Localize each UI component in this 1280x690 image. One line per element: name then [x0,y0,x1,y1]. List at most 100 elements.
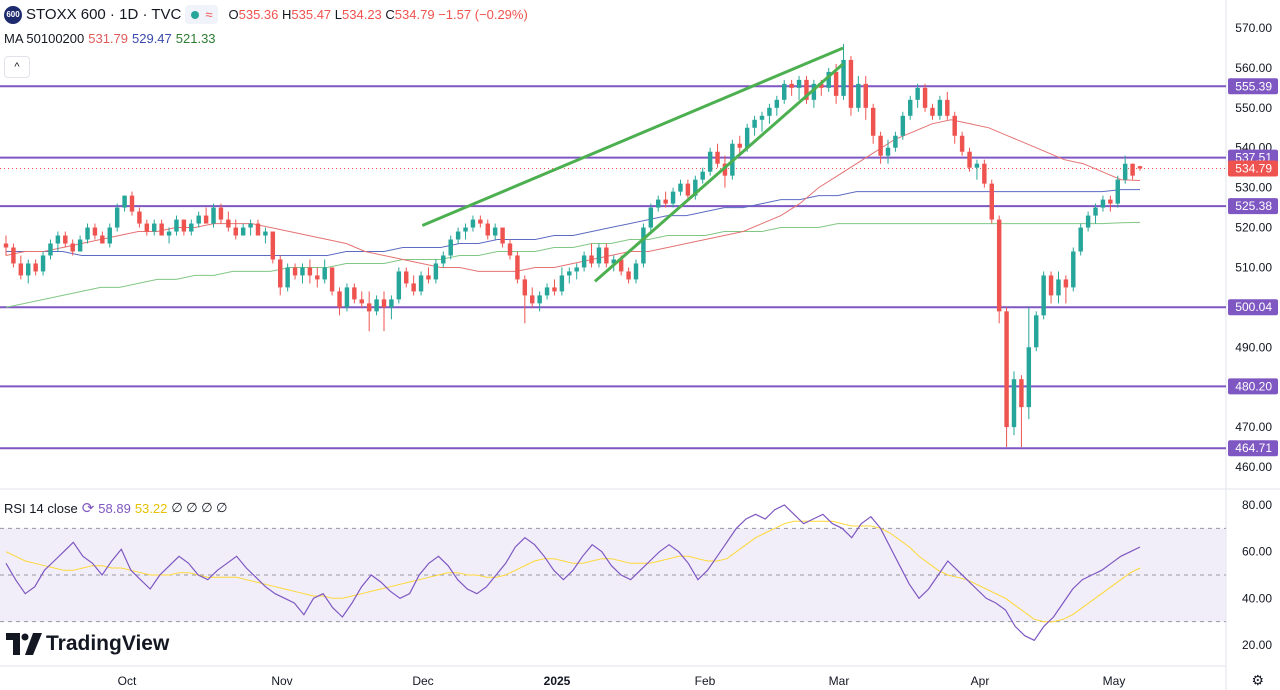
candle-body [1093,207,1098,216]
candle-body [767,107,772,116]
candle-body [389,299,394,308]
settings-gear-icon[interactable]: ⚙ [1251,672,1264,688]
candle-body [152,223,157,232]
candle-body [315,275,320,280]
candle-body [596,247,602,264]
candle-body [930,107,935,116]
rsi-legend[interactable]: RSI 14 close ⟳ 58.89 53.22 ∅ ∅ ∅ ∅ [4,499,228,517]
chevron-up-icon: ^ [14,61,20,73]
candle-body [759,115,765,120]
candle-body [804,79,809,100]
candle-body [507,243,513,256]
candle-body [989,183,994,220]
level-label-bg [1228,299,1278,316]
candle-body [856,83,861,108]
candle-body [329,267,335,292]
candle-body [1071,251,1076,288]
candle-body [774,99,780,108]
time-tick-label: Oct [118,674,137,688]
candle-body [885,147,891,156]
candle-body [1034,315,1039,348]
candle-body [218,207,224,220]
candle-body [114,207,120,228]
candle-body [789,83,794,88]
candle-body [77,239,83,252]
time-tick-label: 2025 [544,674,571,688]
candle-body [982,163,987,184]
candle-body [863,83,868,108]
change-value: −1.57 (−0.29%) [438,7,528,22]
level-label-bg [1228,440,1278,457]
candle-body [737,143,742,148]
candle-body [26,263,31,276]
candle-body [715,151,720,164]
brand-name: TradingView [46,632,170,655]
price-tick-label: 570.00 [1235,21,1272,35]
candle-body [144,223,150,232]
candle-body [589,255,594,264]
candle-body [700,171,705,180]
price-tick-label: 560.00 [1235,61,1272,75]
candle-body [270,231,276,260]
candle-body [974,163,980,168]
candle-body [500,227,505,244]
candle-body [174,219,179,232]
rsi-tick-label: 40.00 [1242,591,1272,605]
collapse-legend-button[interactable]: ^ [4,56,30,78]
candle-body [1085,215,1091,228]
candle-body [574,267,579,272]
candle-body [344,287,350,308]
candle-body [196,215,201,224]
tradingview-icon [6,633,42,655]
candle-body [707,151,713,172]
candle-body [952,115,957,136]
trendline [421,46,844,227]
candle-body [870,107,876,136]
candle-body [611,259,616,264]
tradingview-logo[interactable]: TradingView [6,632,169,656]
candle-body [1004,311,1009,428]
candle-body [1115,179,1120,204]
rsi-tick-label: 60.00 [1242,545,1272,559]
candle-body [722,163,728,176]
candle-body [352,287,357,300]
candle-body [648,207,654,228]
rsi-band [0,528,1226,622]
candle-body [537,295,542,304]
time-tick-label: Nov [271,674,292,688]
status-pill[interactable]: ≈ [185,5,219,24]
candle-body [485,223,490,236]
candle-body [915,87,920,100]
price-tick-label: 550.00 [1235,101,1272,115]
price-tick-label: 510.00 [1235,260,1272,274]
candle-body [263,231,268,236]
candle-body [40,255,46,272]
candle-body [1048,275,1054,296]
candle-body [663,199,668,204]
rsi-ma-value: 53.22 [134,500,168,516]
ma-label: MA 50100200 [4,31,85,46]
candle-body [255,223,261,236]
symbol-title[interactable]: STOXX 600 · 1D · TVC [26,6,182,23]
index-logo: 600 [4,5,22,24]
candle-body [1100,199,1106,208]
candle-body [633,263,639,280]
candle-body [1078,227,1083,252]
rsi-line [5,504,1141,642]
price-tick-label: 470.00 [1235,420,1272,434]
candle-body [418,275,424,292]
candle-body [181,219,187,232]
candle-body [811,83,817,100]
candle-body [1011,379,1017,428]
level-label-bg [1228,378,1278,395]
ma200-value: 521.33 [175,31,216,46]
rsi-value: 58.89 [98,500,131,516]
candle-body [396,271,402,300]
rsi-extra-values: ∅ ∅ ∅ ∅ [171,500,228,515]
price-tick-label: 530.00 [1235,181,1272,195]
candle-body [959,135,965,152]
rsi-ma-line [5,520,1141,623]
ma-legend[interactable]: MA 50100200 531.79 529.47 521.33 [4,31,216,46]
candle-body [515,255,520,280]
